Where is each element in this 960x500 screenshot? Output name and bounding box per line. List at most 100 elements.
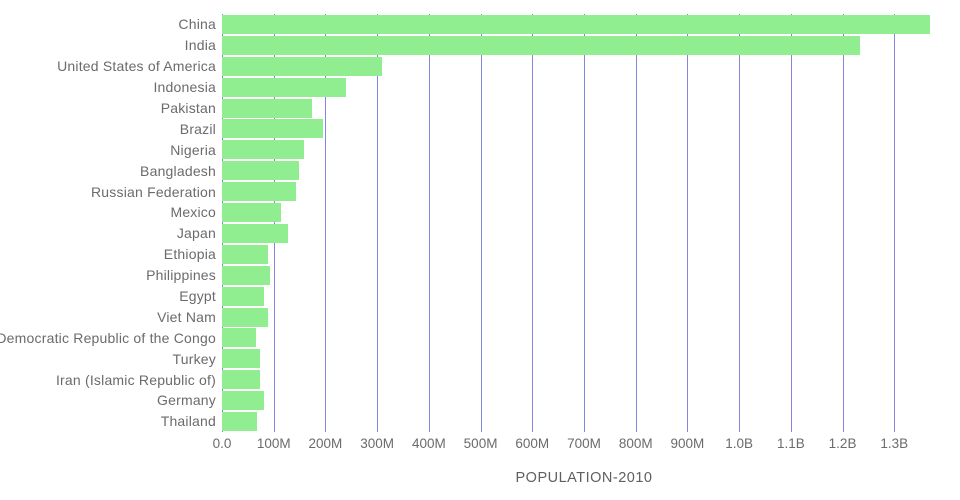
bar (222, 391, 265, 411)
bar (222, 203, 281, 223)
y-axis-label-row: Thailand (0, 411, 222, 432)
y-axis-label: Brazil (179, 120, 216, 137)
bar (222, 35, 861, 55)
y-axis-label: Japan (176, 225, 216, 242)
bar (222, 328, 257, 348)
y-axis-label-row: Brazil (0, 118, 222, 139)
x-tick-label: 600M (515, 436, 550, 451)
x-tick-label: 500M (463, 436, 498, 451)
y-axis-label: Philippines (146, 267, 216, 284)
bar (222, 412, 257, 432)
y-axis-label-row: Japan (0, 223, 222, 244)
y-axis-label-row: Indonesia (0, 77, 222, 98)
y-axis-label: Nigeria (170, 141, 216, 158)
y-axis-label: Germany (157, 392, 216, 409)
bar-row (222, 286, 946, 307)
x-tick-label: 1.3B (880, 436, 909, 451)
y-axis-label: China (178, 16, 216, 33)
y-axis-label-row: Egypt (0, 286, 222, 307)
x-tick-label: 300M (360, 436, 395, 451)
x-tick-label: 700M (567, 436, 601, 451)
gridline (739, 14, 741, 432)
bar-row (222, 160, 946, 181)
bar (222, 265, 271, 285)
y-axis-label: United States of America (57, 58, 216, 75)
y-axis-label: Turkey (172, 350, 216, 367)
y-axis-label-row: China (0, 14, 222, 35)
y-axis-label: Viet Nam (157, 308, 216, 325)
bar (222, 14, 930, 34)
plot-area (222, 14, 946, 432)
bar (222, 140, 305, 160)
bar (222, 349, 260, 369)
bar-row (222, 14, 946, 35)
bar-row (222, 77, 946, 98)
y-axis-label-row: Turkey (0, 348, 222, 369)
gridline (842, 14, 844, 432)
x-axis-title: POPULATION-2010 (515, 470, 653, 486)
x-tick-label: 900M (670, 436, 705, 451)
y-axis-label-row: Viet Nam (0, 306, 222, 327)
gridline (635, 14, 637, 432)
y-axis-label: India (184, 37, 216, 54)
x-tick-label: 800M (618, 436, 653, 451)
y-axis-label-row: United States of America (0, 56, 222, 77)
y-axis-label-row: Mexico (0, 202, 222, 223)
bar-row (222, 390, 946, 411)
y-axis-label: Egypt (179, 288, 216, 305)
bar-row (222, 328, 946, 349)
bar (222, 98, 312, 118)
gridline (584, 14, 585, 432)
bar-row (222, 119, 946, 140)
y-axis-label-row: Bangladesh (0, 160, 222, 181)
gridline (222, 14, 223, 432)
bar (222, 286, 265, 306)
gridline (377, 14, 379, 432)
bar-row (222, 98, 946, 119)
x-tick-label: 200M (308, 436, 343, 451)
y-axis-label: Ethiopia (163, 246, 216, 263)
gridline (894, 14, 896, 432)
gridline (532, 14, 534, 432)
gridline (687, 14, 689, 432)
y-axis-label: Democratic Republic of the Congo (0, 329, 216, 346)
y-axis-label-row: Russian Federation (0, 181, 222, 202)
y-axis-label-row: Iran (Islamic Republic of) (0, 369, 222, 390)
bar-row (222, 223, 946, 244)
x-tick-label: 1.0B (725, 436, 754, 451)
bar (222, 119, 324, 139)
y-axis-labels: China India United States of America Indone… (0, 14, 222, 432)
bar-row (222, 202, 946, 223)
bar (222, 307, 268, 327)
bar-row (222, 307, 946, 328)
y-axis-label-row: Pakistan (0, 98, 222, 119)
bar (222, 223, 289, 243)
bar-row (222, 35, 946, 56)
x-tick-label: 400M (411, 436, 446, 451)
bar (222, 161, 299, 181)
y-axis-label: Indonesia (153, 79, 216, 96)
y-axis-label: Bangladesh (140, 162, 216, 179)
gridline (428, 14, 430, 432)
y-axis-label-row: Democratic Republic of the Congo (0, 327, 222, 348)
bar-row (222, 56, 946, 77)
bar-row (222, 265, 946, 286)
y-axis-label-row: India (0, 35, 222, 56)
bar-row (222, 369, 946, 390)
bar (222, 244, 268, 264)
y-axis-label: Pakistan (160, 100, 216, 116)
gridline (273, 14, 275, 432)
y-axis-label: Mexico (170, 204, 216, 221)
bar-row (222, 139, 946, 160)
bar-row (222, 244, 946, 265)
x-tick-label: 100M (256, 436, 291, 451)
y-axis-label: Iran (Islamic Republic of) (55, 371, 216, 388)
y-axis-label-row: Nigeria (0, 139, 222, 160)
y-axis-label: Thailand (160, 413, 216, 430)
gridline (790, 14, 792, 432)
bar-row (222, 348, 946, 369)
bar-row (222, 411, 946, 432)
y-axis-label-row: Philippines (0, 265, 222, 286)
x-axis-ticks: 0.0 100M 200M 300M 400M 500M 600M 700M 800M 900M 1… (213, 436, 946, 454)
